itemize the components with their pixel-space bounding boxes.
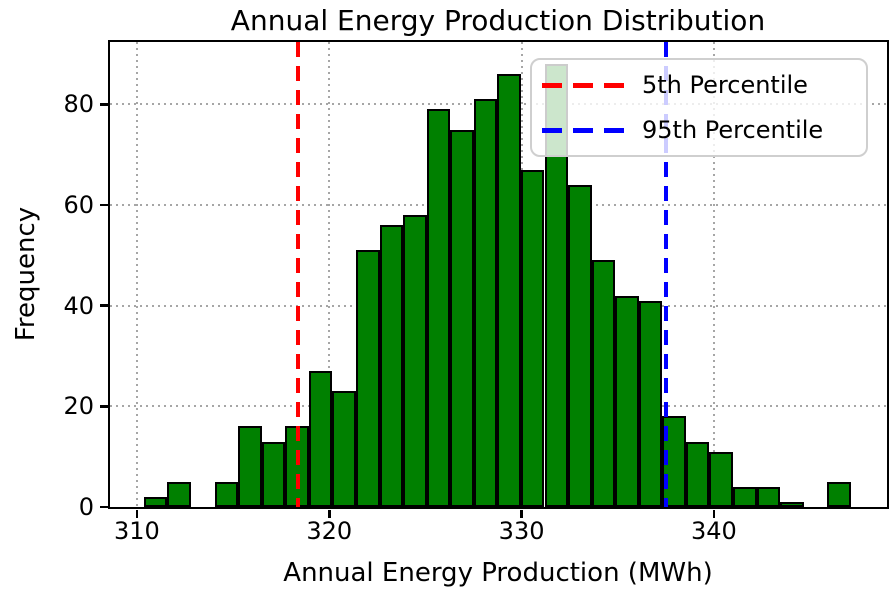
histogram-bar xyxy=(497,74,521,507)
x-tick-mark-340 xyxy=(712,509,716,518)
legend-entry-5th-percentile: 5th Percentile xyxy=(532,65,866,105)
histogram-bar xyxy=(308,371,333,507)
histogram-bar xyxy=(709,451,734,507)
y-tick-mark-0 xyxy=(99,505,108,509)
gridline-x-310 xyxy=(135,42,138,507)
gridline-x-320 xyxy=(328,42,331,507)
histogram-bar xyxy=(756,486,781,507)
y-tick-label-0: 0 xyxy=(78,493,94,521)
histogram-bar xyxy=(520,169,545,507)
histogram-bar xyxy=(638,300,663,507)
blue-dashed-line-swatch xyxy=(542,127,626,133)
histogram-bar xyxy=(261,441,286,507)
histogram-bar xyxy=(332,391,356,507)
legend-label: 95th Percentile xyxy=(642,116,824,144)
histogram-bar xyxy=(780,501,804,507)
histogram-bar xyxy=(591,260,616,507)
x-tick-mark-330 xyxy=(520,509,523,518)
y-tick-mark-80 xyxy=(99,103,108,106)
chart-title: Annual Energy Production Distribution xyxy=(230,4,766,37)
legend-label: 5th Percentile xyxy=(642,71,808,99)
histogram-bar xyxy=(379,225,404,507)
histogram-bar xyxy=(238,426,262,507)
y-tick-label-80: 80 xyxy=(63,90,94,119)
legend-entry-95th-percentile: 95th Percentile xyxy=(532,110,866,150)
x-tick-label-320: 320 xyxy=(306,517,353,545)
red-dashed-line-swatch xyxy=(542,82,626,88)
y-tick-label-60: 60 xyxy=(63,191,94,220)
histogram-bar xyxy=(214,481,239,507)
histogram-bar xyxy=(615,295,639,507)
x-tick-label-340: 340 xyxy=(690,517,737,545)
y-tick-label-20: 20 xyxy=(63,392,94,421)
histogram-bar xyxy=(355,250,380,507)
gridline-x-340 xyxy=(712,42,715,507)
5th-percentile-line xyxy=(296,42,301,507)
y-tick-mark-60 xyxy=(99,203,108,207)
legend: 5th Percentile 95th Percentile xyxy=(530,58,868,157)
y-axis-label: Frequency xyxy=(11,206,41,342)
y-tick-label-40: 40 xyxy=(63,291,94,320)
x-tick-label-330: 330 xyxy=(498,517,545,545)
histogram-bar xyxy=(685,441,710,507)
histogram-bar xyxy=(143,496,168,507)
x-tick-mark-310 xyxy=(135,509,139,518)
histogram-bar xyxy=(167,481,191,507)
95th-percentile-line xyxy=(663,42,668,507)
x-axis-label: Annual Energy Production (MWh) xyxy=(283,558,713,588)
histogram-bar xyxy=(473,99,498,507)
histogram-bar xyxy=(733,486,757,507)
histogram-bar xyxy=(662,416,686,507)
histogram-bar xyxy=(426,109,451,507)
x-tick-mark-320 xyxy=(328,509,331,518)
y-tick-mark-20 xyxy=(99,405,108,408)
histogram-bar xyxy=(827,481,851,507)
histogram-bar xyxy=(568,184,592,507)
x-tick-label-310: 310 xyxy=(114,517,160,545)
histogram-bar xyxy=(450,129,474,507)
histogram-bar xyxy=(403,215,427,507)
y-tick-mark-40 xyxy=(99,304,108,307)
